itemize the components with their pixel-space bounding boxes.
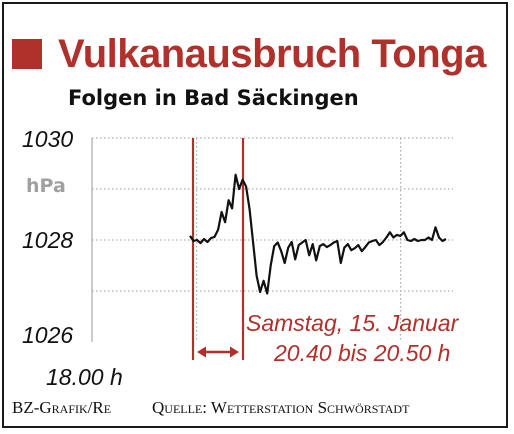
title-marker-square: [12, 39, 42, 69]
graphic-frame: [2, 2, 508, 428]
event-marker-layer: [191, 138, 245, 360]
y-tick-label-1030: 1030: [22, 126, 74, 152]
y-tick-label-1028: 1028: [22, 227, 74, 253]
chart-subtitle: Folgen in Bad Säckingen: [68, 86, 359, 110]
event-span-arrowhead-left: [197, 346, 206, 358]
pressure-series-line: [189, 173, 447, 295]
credit-text: BZ-Grafik/Re: [12, 398, 112, 417]
x-start-label: 18.00 h: [46, 364, 123, 390]
event-span-arrowhead-right: [230, 346, 239, 358]
y-tick-label-1026: 1026: [22, 322, 74, 348]
grid-layer: [91, 137, 453, 342]
series-layer: [189, 173, 447, 295]
y-unit-label: hPa: [26, 175, 66, 197]
annotation-time: 20.40 bis 20.50 h: [274, 340, 451, 366]
chart-title: Vulkanausbruch Tonga: [58, 31, 486, 76]
title-row: Vulkanausbruch Tonga: [12, 28, 486, 80]
source-text: Quelle: Wetterstation Schwörstadt: [152, 398, 410, 417]
annotation-date: Samstag, 15. Januar: [246, 310, 459, 336]
